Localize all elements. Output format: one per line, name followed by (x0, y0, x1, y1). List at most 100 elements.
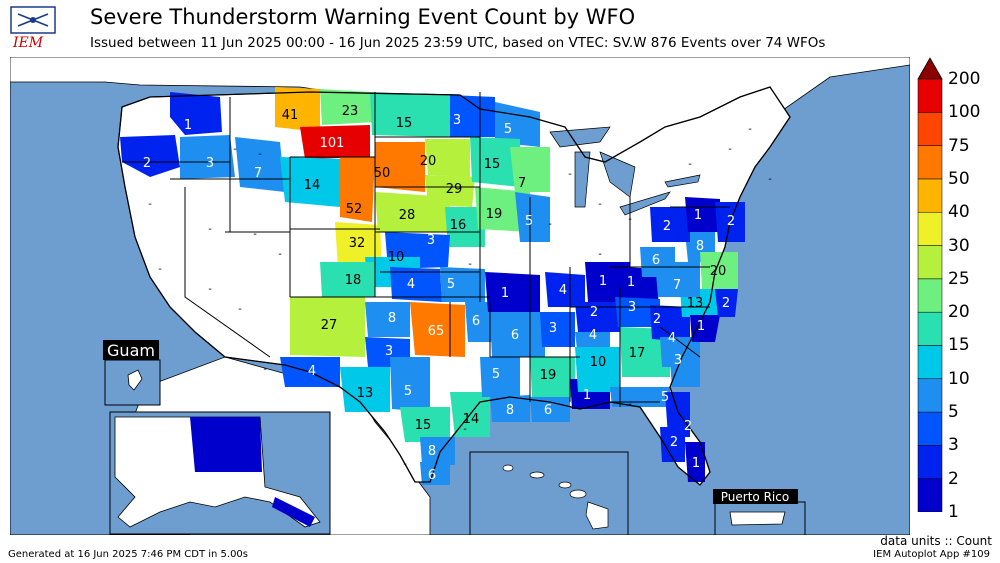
wfo-region-ilm[interactable] (690, 315, 720, 342)
wfo-region-pih[interactable] (235, 137, 285, 192)
wfo-region-ggw[interactable] (320, 89, 375, 125)
guam-island (127, 369, 143, 391)
no-event-markers: - - - - - - - - - - - - - - - - - - - - … (148, 124, 772, 470)
wfo-region-ict[interactable] (440, 267, 485, 302)
wfo-region-byz[interactable] (300, 125, 370, 159)
wfo-region-ffc[interactable] (620, 327, 670, 377)
wfo-count-arx: 7 (518, 176, 526, 191)
wfo-region-lzk[interactable] (490, 312, 545, 357)
wfo-region-sjt[interactable] (340, 367, 390, 412)
wfo-region-mlb[interactable] (685, 442, 705, 482)
wfo-region-rlx[interactable] (640, 247, 675, 277)
guam-label-bg (103, 340, 159, 360)
colorbar-tick-label: 100 (948, 102, 981, 123)
wfo-count-rlx: 6 (652, 253, 660, 268)
wfo-region-unr[interactable] (375, 142, 425, 192)
wfo-region-mrx[interactable] (615, 297, 660, 327)
wfo-count-gsp: 2 (653, 312, 661, 327)
wfo-region-tfx[interactable] (275, 87, 320, 132)
wfo-region-pdt[interactable] (170, 92, 222, 135)
hawaii-island (558, 481, 572, 489)
wfo-region-gsp[interactable] (650, 305, 690, 342)
wfo-region-sgf[interactable] (485, 272, 540, 312)
wfo-region-riw[interactable] (280, 157, 345, 207)
wfo-region-lix[interactable] (530, 397, 570, 422)
wfo-region-mpx[interactable] (470, 137, 520, 187)
wfo-count-mlb: 1 (692, 456, 700, 471)
wfo-region-oax[interactable] (445, 207, 485, 247)
wfo-count-ffc: 17 (629, 346, 646, 361)
colorbar-tick-label: 25 (948, 268, 970, 289)
wfo-region-lch[interactable] (490, 395, 530, 422)
wfo-count-hgx: 14 (463, 412, 480, 427)
wfo-region-lbf[interactable] (375, 192, 450, 232)
colorbar-tick-label: 3 (948, 435, 959, 456)
conus-outline (117, 86, 791, 486)
dash-marker: - (568, 169, 572, 180)
wfo-region-ama[interactable] (365, 302, 410, 337)
wfo-region-meg[interactable] (540, 312, 575, 347)
wfo-count-oun: 65 (428, 324, 445, 339)
iem-logo[interactable]: IEM (10, 6, 62, 51)
wfo-region-pah[interactable] (545, 272, 585, 307)
lake-erie (619, 191, 671, 216)
wfo-count-fwd: 5 (404, 384, 412, 399)
dash-marker: - (468, 259, 472, 270)
dash-marker: - (263, 364, 267, 375)
wfo-region-bmx[interactable] (575, 347, 620, 392)
wfo-region-tbw[interactable] (660, 427, 685, 462)
guam-label: Guam (107, 341, 155, 360)
wfo-region-abq[interactable] (320, 262, 375, 297)
wfo-region-akq[interactable] (700, 252, 738, 289)
wfo-region-epz[interactable] (290, 297, 365, 357)
wfo-count-ama: 8 (388, 311, 396, 326)
wfo-region-pqr[interactable] (120, 135, 180, 177)
wfo-region-cae[interactable] (660, 337, 700, 367)
wfo-region-oun[interactable] (410, 302, 465, 357)
dash-marker: - (158, 264, 162, 275)
wfo-count-oax: 16 (450, 218, 467, 233)
wfo-count-pdt: 1 (184, 118, 192, 133)
wfo-region-jan[interactable] (530, 357, 575, 397)
dash-marker: - (598, 249, 602, 260)
dash-marker: - (628, 214, 632, 225)
wfo-region-shv[interactable] (480, 357, 520, 397)
wfo-region-ohx[interactable] (575, 302, 620, 332)
wfo-region-bro[interactable] (420, 462, 450, 485)
wfo-count-tbw: 2 (670, 435, 678, 450)
wfo-region-tsa[interactable] (465, 302, 495, 342)
wfo-count-ict: 5 (447, 277, 455, 292)
wfo-region-afg[interactable] (190, 417, 262, 472)
wfo-region-boi[interactable] (180, 135, 235, 179)
wfo-region-ajk[interactable] (272, 497, 315, 527)
wfo-count-pih: 7 (254, 166, 262, 181)
colorbar-segment (917, 445, 943, 479)
wfo-region-phi[interactable] (685, 197, 720, 232)
dash-marker: - (148, 199, 152, 210)
wfo-region-dvn[interactable] (515, 192, 550, 242)
wfo-count-pub: 10 (388, 250, 405, 265)
wfo-region-abr[interactable] (425, 139, 470, 177)
wfo-region-arx[interactable] (510, 147, 550, 192)
wfo-count-jax: 2 (684, 419, 692, 434)
lake-superior (549, 126, 611, 148)
wfo-region-bis[interactable] (370, 92, 450, 137)
wfo-region-mhx[interactable] (715, 289, 738, 317)
wfo-count-bro: 6 (428, 468, 436, 483)
wfo-count-dvn: 5 (525, 214, 533, 229)
wfo-region-jax[interactable] (665, 392, 690, 437)
wfo-region-ddc[interactable] (390, 267, 442, 302)
colorbar-segment (917, 378, 943, 413)
logo-text: IEM (12, 35, 44, 50)
wfo-count-ewx: 15 (415, 418, 432, 433)
wfo-region-fgf[interactable] (450, 95, 495, 137)
wfo-count-mpx: 15 (484, 157, 501, 172)
wfo-region-ewx[interactable] (400, 407, 450, 442)
wfo-region-lmk[interactable] (585, 262, 630, 302)
hawaii-island (569, 489, 587, 499)
colorbar-tick-label: 75 (948, 135, 970, 156)
wfo-region-fwd[interactable] (390, 357, 430, 412)
wfo-region-cys[interactable] (340, 157, 375, 222)
wfo-region-ctp[interactable] (650, 207, 690, 242)
